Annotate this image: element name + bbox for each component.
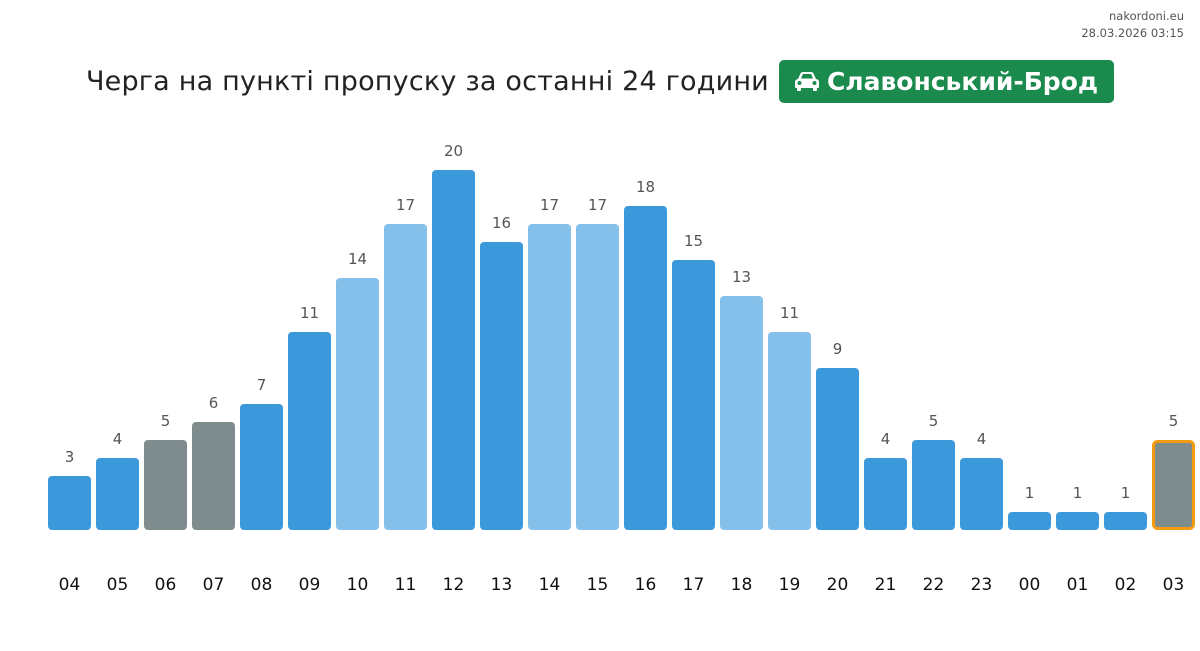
- bar-04: [48, 476, 91, 530]
- hour-label-14: 14: [539, 575, 561, 595]
- hour-label-01: 01: [1067, 575, 1089, 595]
- value-label-19: 11: [780, 304, 799, 322]
- bar-23: [960, 458, 1003, 530]
- value-label-08: 7: [257, 376, 267, 394]
- value-label-14: 17: [540, 196, 559, 214]
- chart-title: Черга на пункті пропуску за останні 24 г…: [85, 65, 769, 97]
- bar-02: [1104, 512, 1147, 530]
- hour-label-21: 21: [875, 575, 897, 595]
- bar-16: [624, 206, 667, 530]
- hour-label-13: 13: [491, 575, 513, 595]
- value-label-20: 9: [833, 340, 843, 358]
- value-label-16: 18: [636, 178, 655, 196]
- value-label-06: 5: [161, 412, 171, 430]
- value-label-15: 17: [588, 196, 607, 214]
- value-label-05: 4: [113, 430, 123, 448]
- bar-15: [576, 224, 619, 530]
- hour-label-20: 20: [827, 575, 849, 595]
- value-label-22: 5: [929, 412, 939, 430]
- checkpoint-name: Славонський-Брод: [826, 66, 1099, 96]
- hour-label-12: 12: [443, 575, 465, 595]
- hour-label-18: 18: [731, 575, 753, 595]
- value-label-07: 6: [209, 394, 219, 412]
- bar-08: [240, 404, 283, 530]
- hour-label-19: 19: [779, 575, 801, 595]
- value-label-01: 1: [1073, 484, 1083, 502]
- car-icon: [794, 72, 819, 91]
- value-label-12: 20: [444, 142, 463, 160]
- bar-13: [480, 242, 523, 530]
- value-label-02: 1: [1121, 484, 1131, 502]
- bar-06: [144, 440, 187, 530]
- value-label-00: 1: [1025, 484, 1035, 502]
- value-label-10: 14: [348, 250, 367, 268]
- hour-label-11: 11: [395, 575, 417, 595]
- value-label-23: 4: [977, 430, 987, 448]
- bar-18: [720, 296, 763, 530]
- hour-label-02: 02: [1115, 575, 1137, 595]
- bar-09: [288, 332, 331, 530]
- hour-label-06: 06: [155, 575, 177, 595]
- timestamp: 28.03.2026 03:15: [1081, 26, 1184, 40]
- hour-label-05: 05: [107, 575, 129, 595]
- bar-12: [432, 170, 475, 530]
- bar-20: [816, 368, 859, 530]
- chart-header: Черга на пункті пропуску за останні 24 г…: [0, 58, 1200, 104]
- hour-label-23: 23: [971, 575, 993, 595]
- value-label-04: 3: [65, 448, 75, 466]
- bar-19: [768, 332, 811, 530]
- hour-label-08: 08: [251, 575, 273, 595]
- bar-11: [384, 224, 427, 530]
- value-label-03: 5: [1169, 412, 1179, 430]
- bar-05: [96, 458, 139, 530]
- hour-label-17: 17: [683, 575, 705, 595]
- bar-21: [864, 458, 907, 530]
- value-label-11: 17: [396, 196, 415, 214]
- hour-label-04: 04: [59, 575, 81, 595]
- bar-00: [1008, 512, 1051, 530]
- value-label-09: 11: [300, 304, 319, 322]
- bar-14: [528, 224, 571, 530]
- bar-22: [912, 440, 955, 530]
- value-label-17: 15: [684, 232, 703, 250]
- bar-07: [192, 422, 235, 530]
- bar-10: [336, 278, 379, 530]
- source-info: nakordoni.eu 28.03.2026 03:15: [1081, 8, 1184, 42]
- hour-label-07: 07: [203, 575, 225, 595]
- hour-label-22: 22: [923, 575, 945, 595]
- value-label-21: 4: [881, 430, 891, 448]
- value-label-18: 13: [732, 268, 751, 286]
- hour-label-15: 15: [587, 575, 609, 595]
- bar-03: [1152, 440, 1195, 530]
- hour-label-03: 03: [1163, 575, 1185, 595]
- hour-label-16: 16: [635, 575, 657, 595]
- hour-label-10: 10: [347, 575, 369, 595]
- hour-label-00: 00: [1019, 575, 1041, 595]
- value-label-13: 16: [492, 214, 511, 232]
- site-name: nakordoni.eu: [1109, 9, 1184, 23]
- checkpoint-badge: Славонський-Брод: [778, 59, 1115, 103]
- hour-label-09: 09: [299, 575, 321, 595]
- bar-01: [1056, 512, 1099, 530]
- bar-17: [672, 260, 715, 530]
